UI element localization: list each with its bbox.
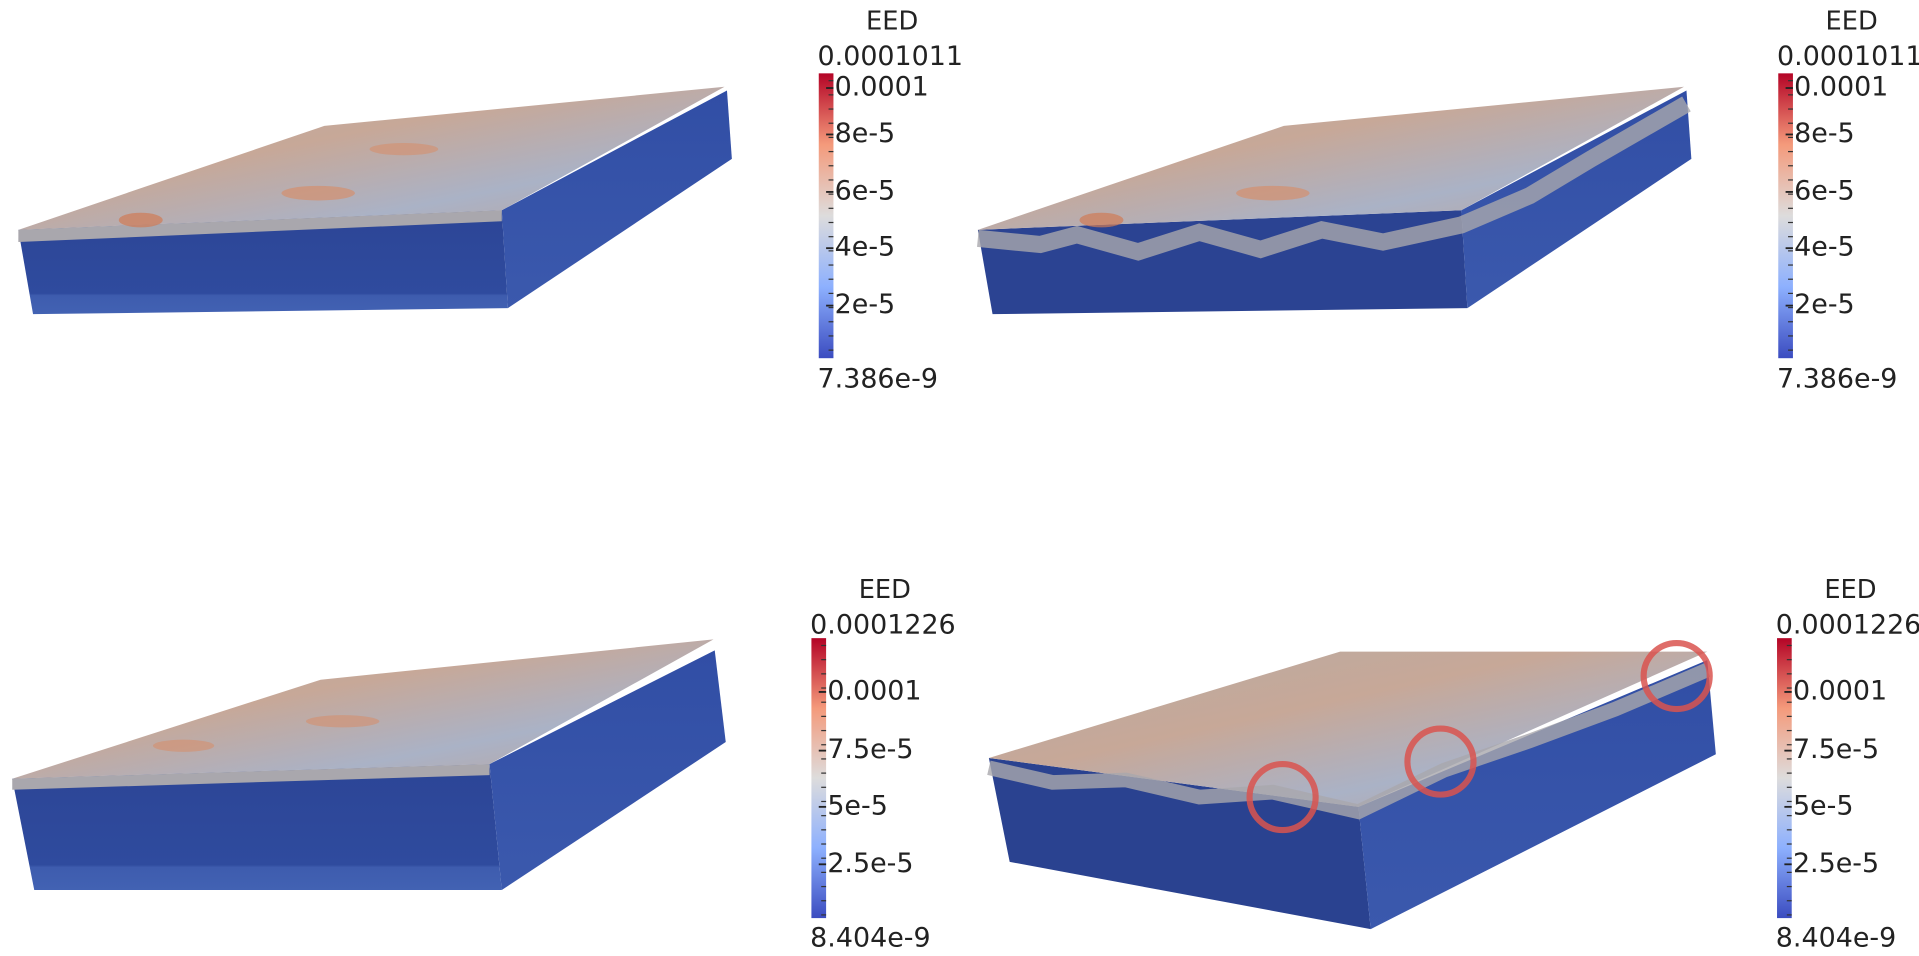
colorbar — [1778, 73, 1793, 358]
colorbar-tick-label: 2e-5 — [835, 289, 896, 320]
colorbar-title: EED — [1824, 575, 1876, 605]
colorbar-tick-label: 2e-5 — [1794, 289, 1855, 320]
colorbar-min-label: 7.386e-9 — [1777, 364, 1897, 395]
colorbar-tick-label: 4e-5 — [835, 232, 896, 263]
colorbar-tick-label: 0.0001 — [835, 72, 929, 103]
colorbar-min-label: 8.404e-9 — [810, 922, 930, 953]
colorbar-title: EED — [859, 575, 911, 605]
colorbar-tick-label: 0.0001 — [1794, 72, 1888, 103]
figure: EED 0.0001011 7.386e-9 0.0001 8e-5 6e-5 4e-5 2e… — [0, 0, 1919, 956]
colorbar — [819, 73, 834, 358]
colorbar-tick-label: 0.0001 — [827, 675, 921, 706]
colorbar-tick-label: 7.5e-5 — [827, 734, 913, 765]
colorbar-tick-label: 5e-5 — [1793, 790, 1854, 821]
colorbar-tick-label: 8e-5 — [1794, 118, 1855, 149]
colorbar-min-label: 8.404e-9 — [1776, 922, 1896, 953]
slab-render — [989, 643, 1716, 929]
colorbar-max-label: 0.0001011 — [818, 41, 964, 72]
colorbar-max-label: 0.0001226 — [1776, 609, 1919, 640]
colorbar-tick-label: 2.5e-5 — [1793, 848, 1879, 879]
colorbar — [811, 638, 826, 918]
colorbar-tick-label: 6e-5 — [1794, 175, 1855, 206]
colorbar-title: EED — [1826, 7, 1878, 37]
colorbar — [1777, 638, 1792, 918]
colorbar-tick-label: 5e-5 — [827, 790, 888, 821]
colorbar-tick-label: 4e-5 — [1794, 232, 1855, 263]
colorbar-min-label: 7.386e-9 — [818, 364, 938, 395]
colorbar-tick-label: 2.5e-5 — [827, 848, 913, 879]
slab-render — [12, 639, 726, 890]
colorbar-tick-label: 7.5e-5 — [1793, 734, 1879, 765]
slab-render — [978, 87, 1692, 314]
page: {"panels": [ {"colorbar": {"title": "EED… — [0, 0, 1919, 956]
colorbar-tick-label: 0.0001 — [1793, 675, 1887, 706]
colorbar-tick-label: 8e-5 — [835, 118, 896, 149]
colorbar-max-label: 0.0001226 — [810, 609, 956, 640]
colorbar-title: EED — [866, 7, 918, 37]
colorbar-max-label: 0.0001011 — [1777, 41, 1919, 72]
colorbar-tick-label: 6e-5 — [835, 175, 896, 206]
slab-render — [18, 87, 732, 314]
